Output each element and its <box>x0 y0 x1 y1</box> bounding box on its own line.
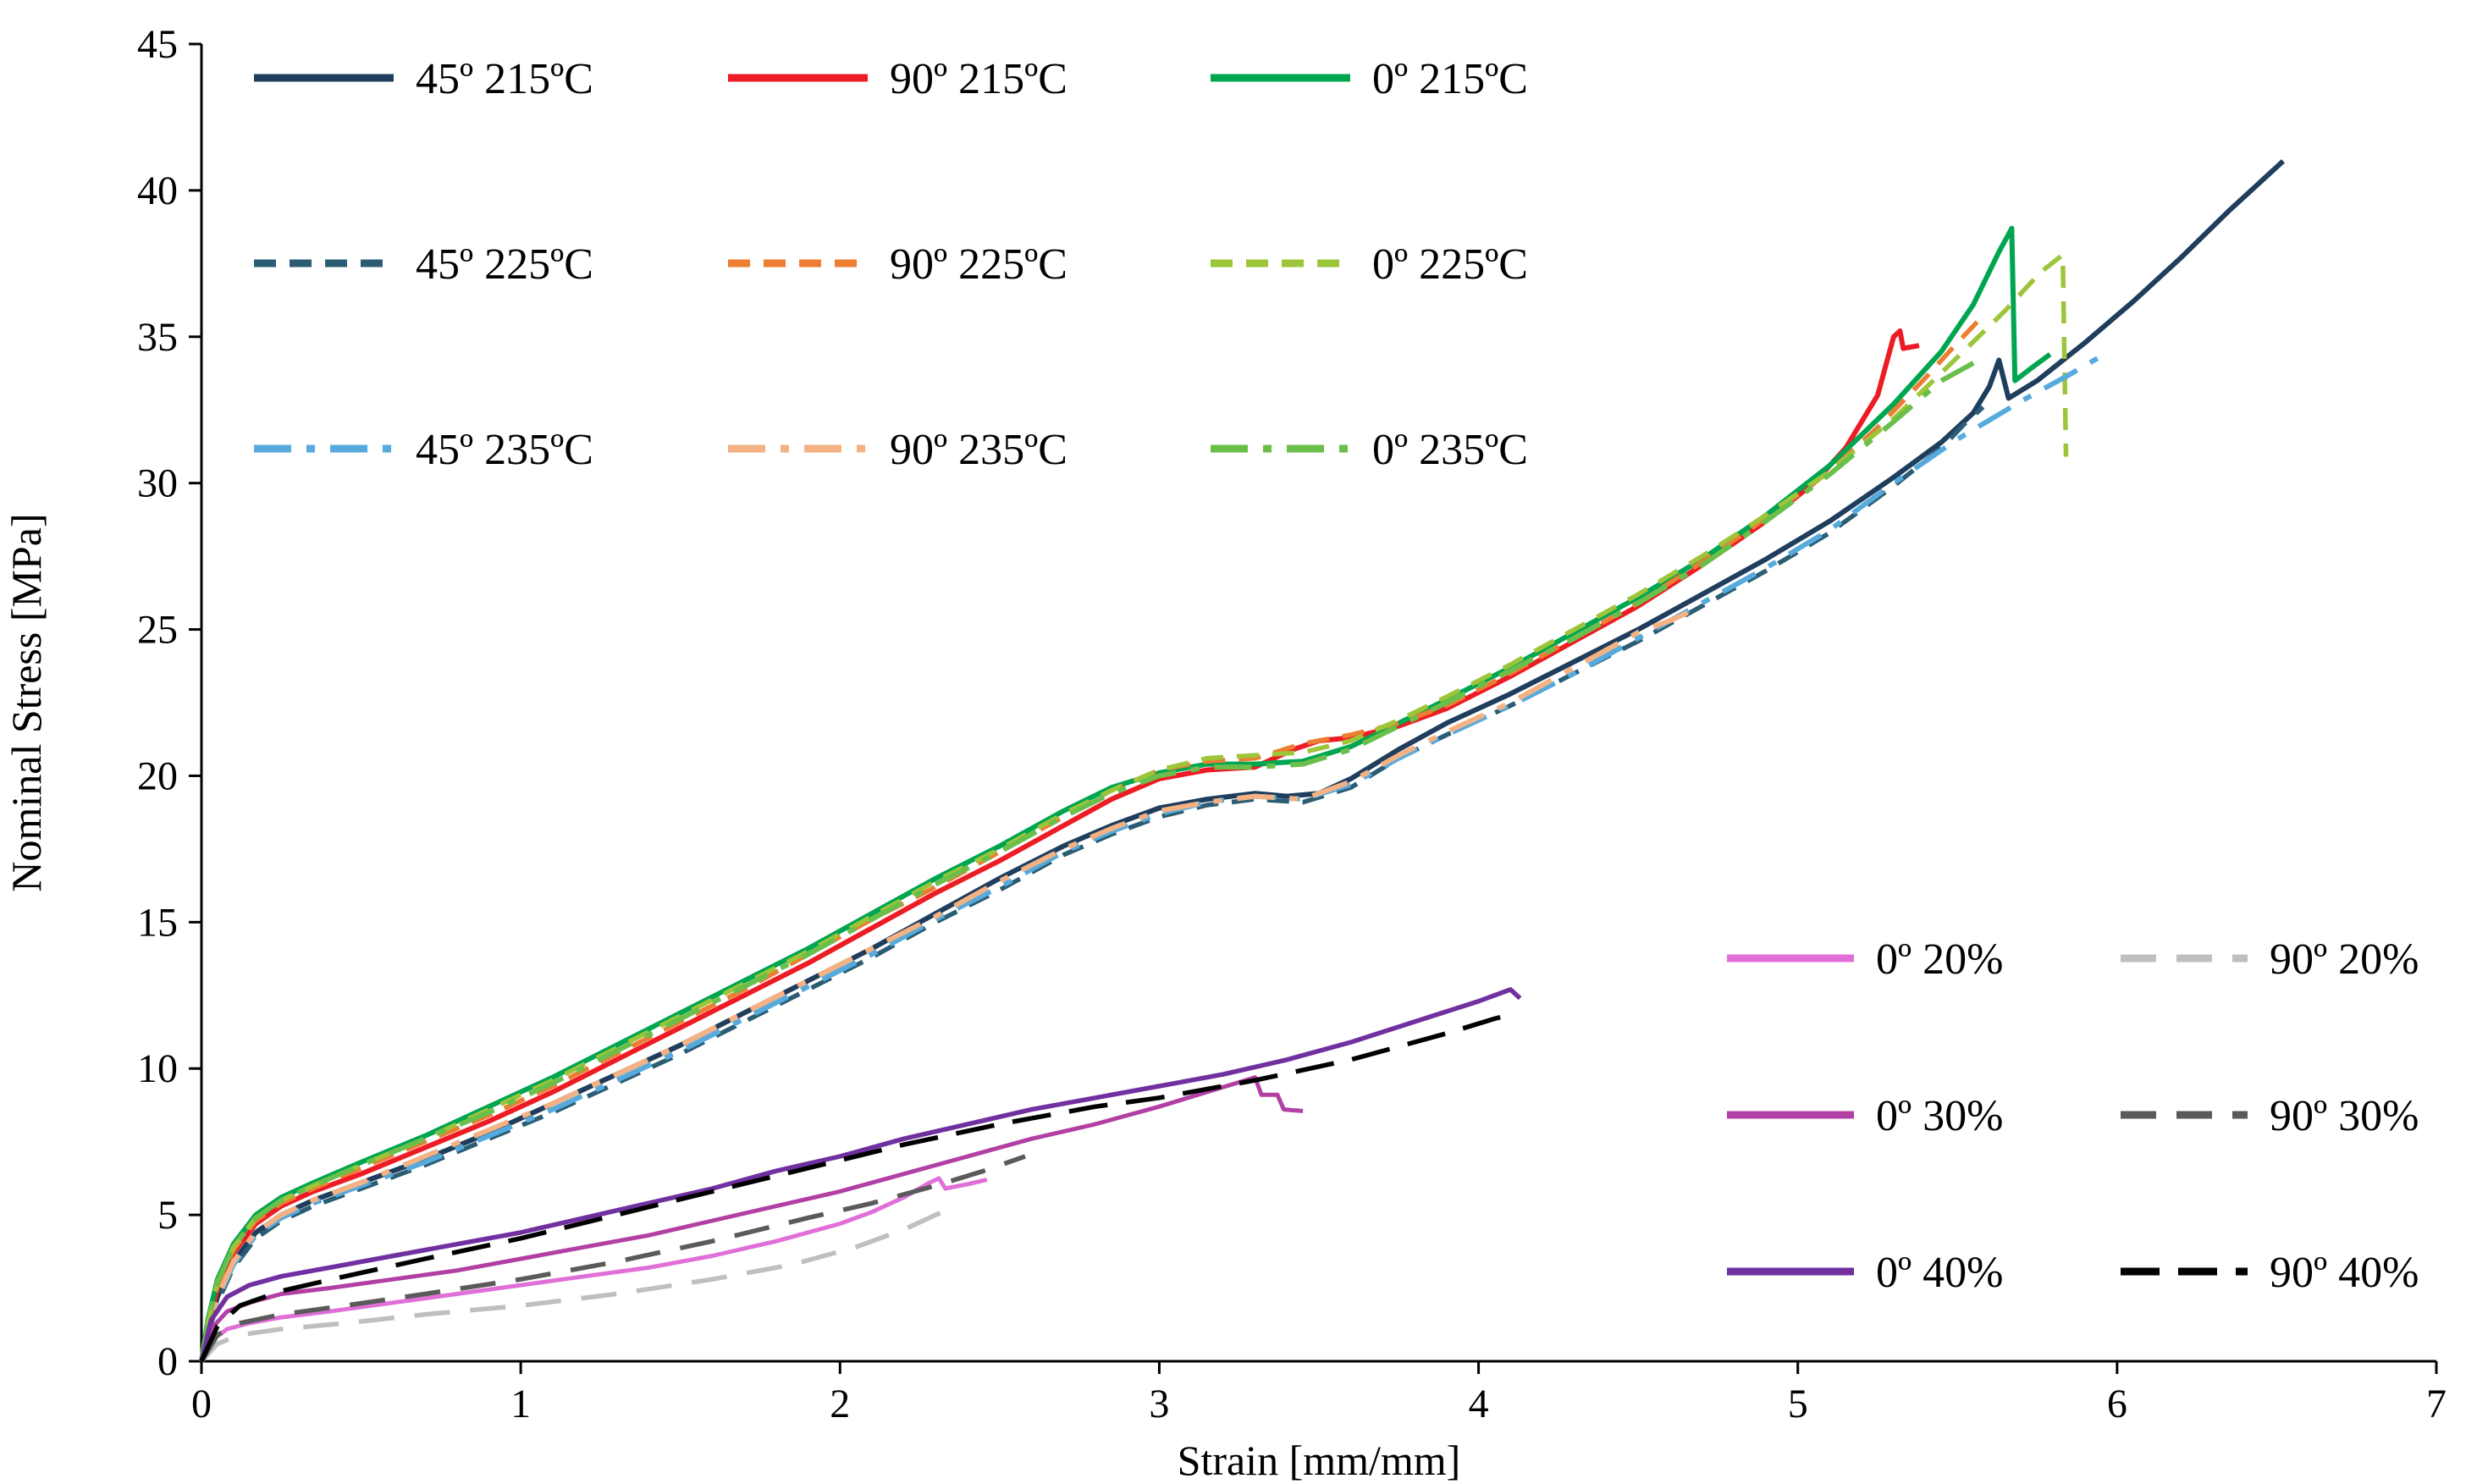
y-tick-label: 45 <box>137 22 178 67</box>
legend-label: 0º 215ºC <box>1372 55 1528 103</box>
y-axis-label: Nominal Stress [MPa] <box>3 513 50 891</box>
x-tick-label: 4 <box>1469 1382 1489 1426</box>
legend-label: 90º 225ºC <box>890 240 1067 289</box>
legend-item-90-30: 90º 30% <box>2121 1092 2419 1140</box>
series-90-235 <box>199 606 1697 1362</box>
y-tick-label: 5 <box>157 1193 178 1238</box>
x-tick-label: 5 <box>1788 1382 1808 1426</box>
legend-item-90-40: 90º 40% <box>2121 1249 2419 1297</box>
legend-label: 0º 235ºC <box>1372 426 1528 474</box>
legend-label: 0º 225ºC <box>1372 240 1528 289</box>
series-45-215 <box>199 159 2286 1362</box>
series-0-235 <box>199 361 1975 1362</box>
legend-label: 45º 215ºC <box>416 55 593 103</box>
series-0-40 <box>199 987 1522 1362</box>
series-90-30 <box>199 1154 1026 1363</box>
legend-item-90-215: 90º 215ºC <box>728 55 1067 103</box>
legend-label: 90º 215ºC <box>890 55 1067 103</box>
legend-item-90-20: 90º 20% <box>2121 935 2419 984</box>
y-tick-label: 40 <box>137 168 178 213</box>
legend-label: 0º 20% <box>1876 935 2003 984</box>
legend-item-90-225: 90º 225ºC <box>728 240 1067 289</box>
series-0-225 <box>199 252 2069 1362</box>
legend-label: 90º 235ºC <box>890 426 1067 474</box>
series-90-225 <box>199 317 1982 1362</box>
series-45-235 <box>199 351 2106 1362</box>
legend-item-0-30: 0º 30% <box>1727 1092 2003 1140</box>
x-tick-label: 6 <box>2107 1382 2127 1426</box>
series-0-215 <box>199 225 2052 1362</box>
legend-item-0-40: 0º 40% <box>1727 1249 2003 1297</box>
legend-label: 45º 235ºC <box>416 426 593 474</box>
y-tick-label: 25 <box>137 608 178 653</box>
legend-item-45-215: 45º 215ºC <box>254 55 593 103</box>
legend-label: 90º 30% <box>2270 1092 2419 1140</box>
x-tick-label: 2 <box>830 1382 850 1426</box>
legend-item-0-235: 0º 235ºC <box>1211 426 1528 474</box>
legend-item-90-235: 90º 235ºC <box>728 426 1067 474</box>
x-axis-label: Strain [mm/mm] <box>1178 1437 1461 1484</box>
series-90-40 <box>199 1010 1518 1363</box>
y-tick-label: 15 <box>137 900 178 945</box>
series-0-30 <box>199 1075 1304 1362</box>
legend-item-45-235: 45º 235ºC <box>254 426 593 474</box>
legend-item-0-20: 0º 20% <box>1727 935 2003 984</box>
y-tick-label: 0 <box>157 1339 178 1384</box>
legend-label: 90º 20% <box>2270 935 2419 984</box>
x-tick-label: 1 <box>510 1382 531 1426</box>
y-tick-label: 10 <box>137 1046 178 1091</box>
y-tick-label: 35 <box>137 315 178 360</box>
series-45-225 <box>199 405 1985 1362</box>
x-tick-label: 7 <box>2426 1382 2447 1426</box>
legend-label: 90º 40% <box>2270 1249 2419 1297</box>
legend-item-0-225: 0º 225ºC <box>1211 240 1528 289</box>
legend-label: 0º 40% <box>1876 1249 2003 1297</box>
legend-item-45-225: 45º 225ºC <box>254 240 593 289</box>
y-tick-label: 30 <box>137 461 178 506</box>
legend-item-0-215: 0º 215ºC <box>1211 55 1528 103</box>
y-tick-label: 20 <box>137 753 178 798</box>
legend-label: 45º 225ºC <box>416 240 593 289</box>
legend-label: 0º 30% <box>1876 1092 2003 1140</box>
x-tick-label: 3 <box>1149 1382 1169 1426</box>
x-tick-label: 0 <box>191 1382 212 1426</box>
